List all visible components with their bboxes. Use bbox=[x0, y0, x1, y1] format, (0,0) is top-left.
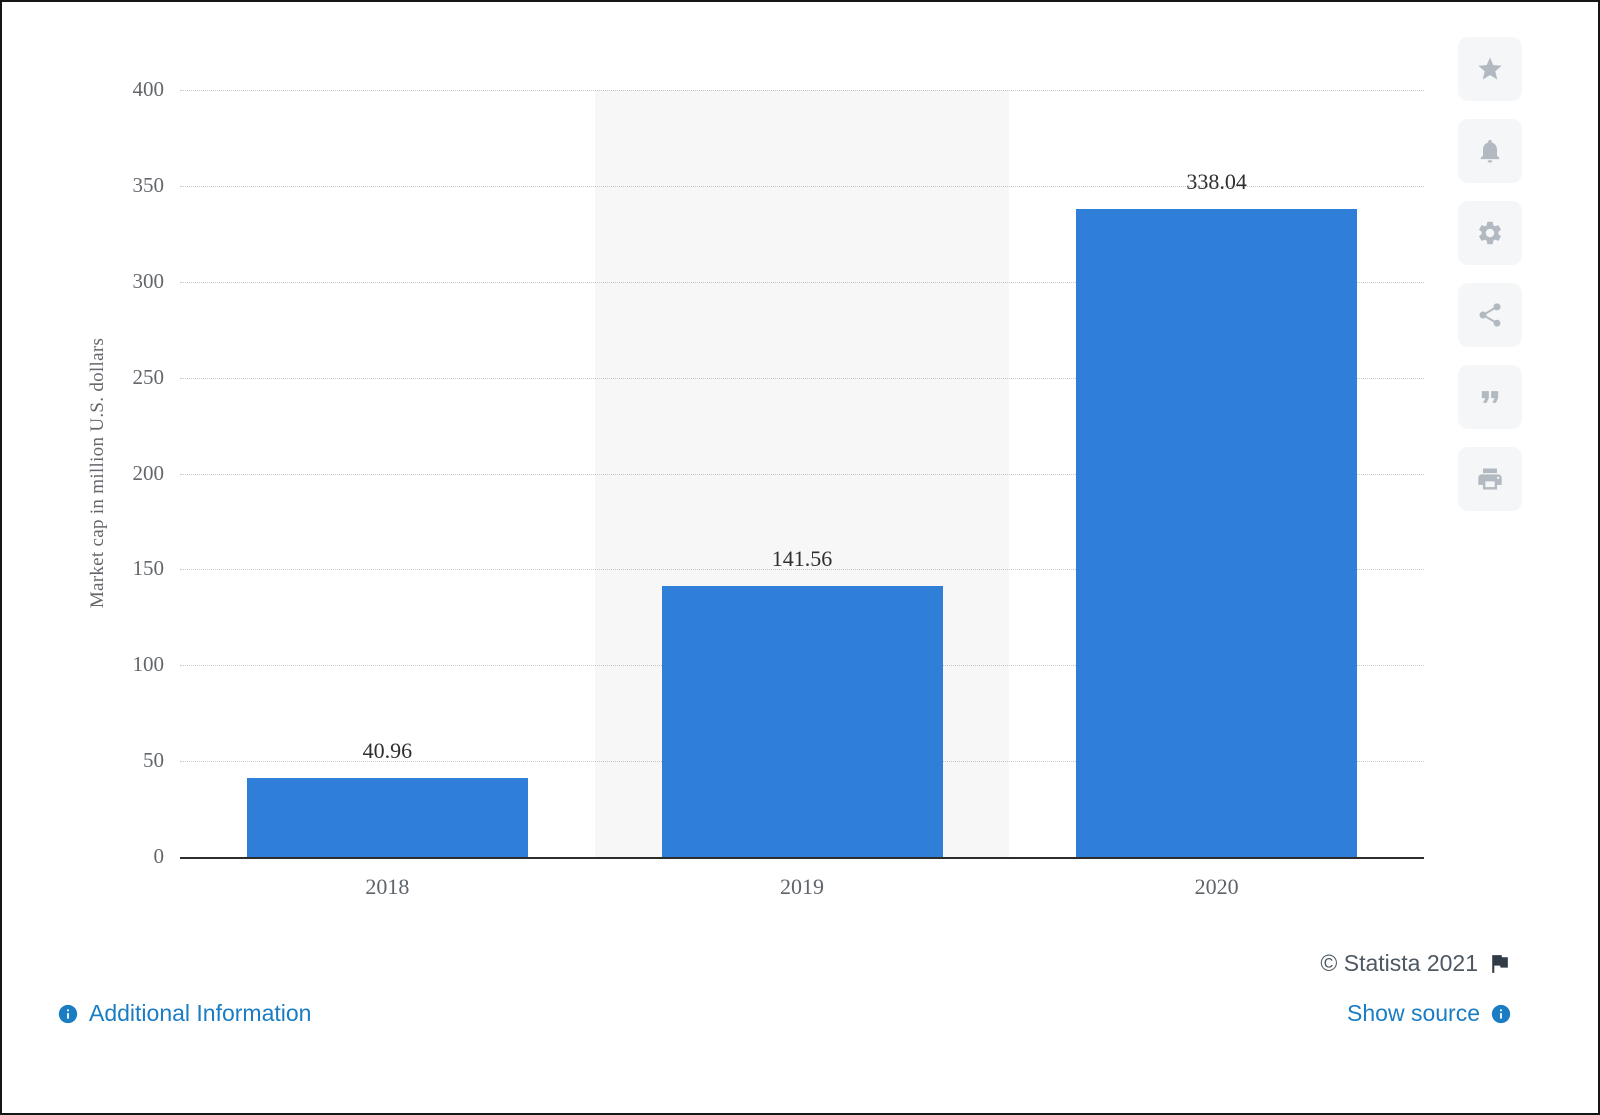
y-tick-label: 100 bbox=[132, 652, 165, 677]
gridline bbox=[180, 90, 1424, 91]
gridline bbox=[180, 281, 1424, 283]
bar-value-label: 40.96 bbox=[362, 738, 413, 764]
show-source-label: Show source bbox=[1347, 1000, 1480, 1026]
x-tick-label: 2019 bbox=[779, 874, 824, 899]
show-source-link[interactable]: Show source bbox=[1347, 1000, 1512, 1027]
additional-information-label: Additional Information bbox=[89, 1000, 312, 1026]
bar-chart: Market cap in million U.S. dollars 0 50 10… bbox=[2, 2, 1462, 942]
bar[interactable] bbox=[246, 778, 528, 857]
favorite-button[interactable] bbox=[1458, 37, 1522, 101]
bar-value-label: 141.56 bbox=[771, 545, 833, 571]
y-tick-label: 0 bbox=[153, 844, 165, 868]
alerts-button[interactable] bbox=[1458, 119, 1522, 183]
bar-value-label: 338.04 bbox=[1186, 168, 1247, 194]
footer-links: Additional Information Show source bbox=[57, 1000, 1512, 1027]
y-tick-label: 200 bbox=[132, 460, 165, 485]
y-tick-label: 150 bbox=[132, 556, 165, 581]
flag-icon bbox=[1492, 955, 1508, 973]
info-icon bbox=[1491, 1004, 1511, 1023]
gear-icon bbox=[1479, 221, 1501, 245]
y-tick-label: 400 bbox=[132, 77, 165, 101]
star-icon bbox=[1478, 57, 1502, 80]
cite-button[interactable] bbox=[1458, 365, 1522, 429]
additional-information-link[interactable]: Additional Information bbox=[57, 1000, 311, 1027]
share-icon bbox=[1479, 303, 1501, 327]
y-tick-label: 350 bbox=[132, 172, 165, 197]
print-button[interactable] bbox=[1458, 447, 1522, 511]
share-button[interactable] bbox=[1458, 283, 1522, 347]
gridline bbox=[180, 377, 1424, 379]
x-tick-label: 2020 bbox=[1194, 874, 1239, 899]
print-icon bbox=[1478, 468, 1502, 490]
gridline bbox=[180, 569, 1424, 571]
bar[interactable] bbox=[661, 585, 943, 857]
y-tick-label: 50 bbox=[143, 748, 164, 773]
x-tick-label: 2018 bbox=[365, 874, 410, 899]
info-icon bbox=[58, 1004, 78, 1023]
gridline bbox=[180, 473, 1424, 475]
y-tick-label: 300 bbox=[132, 268, 165, 293]
bar[interactable] bbox=[1076, 208, 1358, 857]
y-tick-label: 250 bbox=[132, 364, 165, 389]
chart-action-toolbar bbox=[1458, 37, 1522, 511]
settings-button[interactable] bbox=[1458, 201, 1522, 265]
quote-icon bbox=[1481, 391, 1499, 403]
bell-icon bbox=[1480, 139, 1500, 163]
copyright-text: © Statista 2021 bbox=[1320, 950, 1478, 976]
x-axis-line bbox=[180, 857, 1424, 859]
copyright: © Statista 2021 bbox=[1320, 950, 1512, 977]
gridline bbox=[180, 185, 1424, 187]
